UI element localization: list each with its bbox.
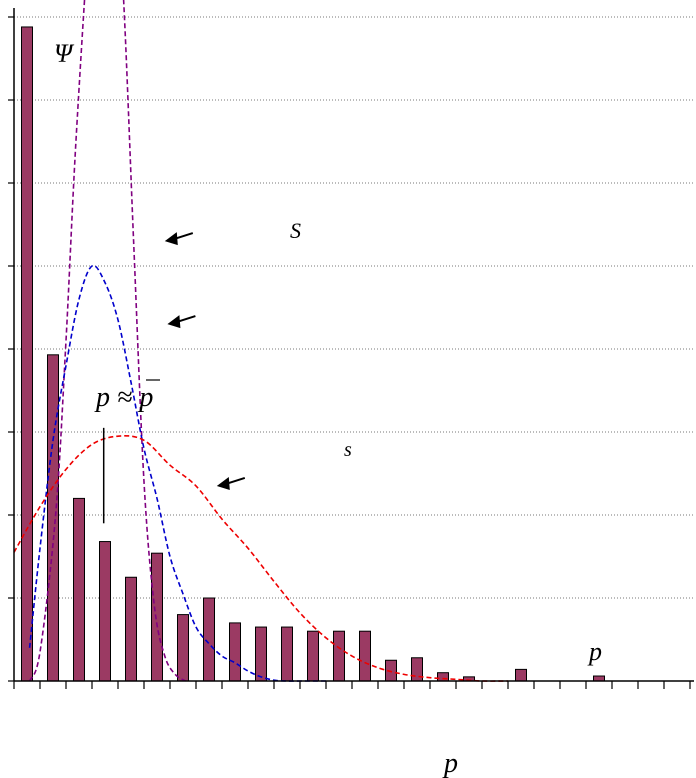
- bars: [21, 26, 605, 682]
- arrow: [167, 315, 196, 329]
- bar: [73, 497, 85, 682]
- bar: [255, 626, 267, 682]
- arrow: [164, 232, 194, 246]
- annotation-s: s: [344, 439, 352, 461]
- bar: [281, 626, 293, 682]
- bar: [151, 552, 163, 682]
- bar: [125, 576, 137, 682]
- bar: [385, 659, 397, 682]
- x-axis-label: p: [442, 748, 458, 778]
- arrow-head: [216, 476, 230, 490]
- annotation-p-right: p: [587, 637, 602, 666]
- grid-lines: [14, 16, 694, 599]
- arrows: [164, 232, 246, 490]
- axis-ticks: [8, 16, 691, 689]
- axes: [13, 8, 694, 682]
- bar: [47, 354, 59, 682]
- bar: [359, 630, 371, 682]
- bar: [333, 630, 345, 682]
- bar: [99, 541, 111, 682]
- bar: [203, 597, 215, 682]
- series-curve-1: [28, 264, 326, 682]
- annotation-psi: Ψ: [54, 39, 75, 68]
- arrow-head: [167, 315, 181, 329]
- bar: [307, 630, 319, 682]
- bar: [177, 614, 189, 682]
- arrow: [216, 476, 246, 490]
- bar: [515, 668, 527, 682]
- bar: [437, 672, 449, 682]
- series-curve-0: [28, 0, 187, 682]
- arrow-head: [164, 232, 178, 246]
- bar: [21, 26, 33, 682]
- annotation-S: S: [290, 218, 301, 243]
- distribution-curves: [13, 0, 509, 682]
- annotation-mean: p ≈ p: [94, 382, 153, 413]
- bar: [229, 622, 241, 682]
- series-curve-2: [13, 435, 509, 682]
